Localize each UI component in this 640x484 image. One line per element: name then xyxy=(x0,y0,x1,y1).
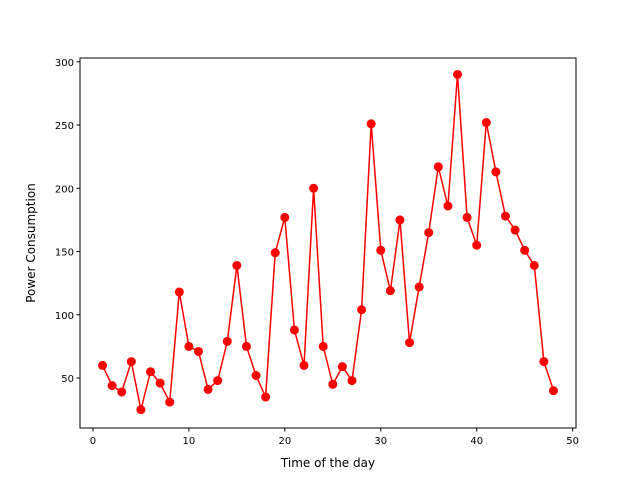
x-tick-label: 10 xyxy=(183,436,196,447)
data-point xyxy=(472,240,482,250)
data-point xyxy=(117,387,127,397)
axes-frame xyxy=(79,57,577,429)
data-point xyxy=(155,378,165,388)
x-tick-label: 0 xyxy=(90,436,96,447)
data-point xyxy=(395,215,405,225)
data-point xyxy=(500,211,510,221)
data-point xyxy=(318,341,328,351)
data-point xyxy=(107,381,117,391)
data-point xyxy=(213,376,223,386)
y-tick-label: 150 xyxy=(55,248,74,259)
data-point xyxy=(443,201,453,211)
data-point xyxy=(165,397,175,407)
data-point xyxy=(376,245,386,255)
y-tick-label: 300 xyxy=(55,58,74,69)
data-point xyxy=(366,119,376,129)
data-point xyxy=(529,260,539,270)
data-point xyxy=(548,386,558,396)
data-point xyxy=(184,341,194,351)
y-axis-label: Power Consumption xyxy=(24,183,38,303)
data-point xyxy=(433,162,443,172)
x-tick-label: 20 xyxy=(278,436,291,447)
data-point xyxy=(520,245,530,255)
data-point xyxy=(299,360,309,370)
data-point xyxy=(309,183,319,193)
data-point xyxy=(174,287,184,297)
data-point xyxy=(280,212,290,222)
data-point xyxy=(261,392,271,402)
data-point xyxy=(385,286,395,296)
data-point xyxy=(481,118,491,128)
data-point xyxy=(491,167,501,177)
data-point xyxy=(510,225,520,235)
data-point xyxy=(232,260,242,270)
data-point xyxy=(289,325,299,335)
data-point xyxy=(539,357,549,367)
data-point xyxy=(251,371,261,381)
data-point xyxy=(424,228,434,238)
data-point xyxy=(347,376,357,386)
x-tick-label: 30 xyxy=(374,436,387,447)
data-point xyxy=(357,305,367,315)
y-tick-label: 50 xyxy=(61,374,74,385)
data-point xyxy=(98,360,108,370)
data-point xyxy=(203,384,213,394)
data-point xyxy=(222,336,232,346)
data-point xyxy=(462,212,472,222)
data-point xyxy=(193,346,203,356)
y-tick-label: 200 xyxy=(55,184,74,195)
data-point xyxy=(241,341,251,351)
data-point xyxy=(328,379,338,389)
data-point xyxy=(337,362,347,372)
x-tick-label: 40 xyxy=(470,436,483,447)
data-point xyxy=(126,357,136,367)
data-point xyxy=(146,367,156,377)
x-tick-label: 50 xyxy=(566,436,579,447)
data-point xyxy=(270,248,280,258)
series-line xyxy=(101,74,555,410)
x-axis-label: Time of the day xyxy=(280,456,375,470)
data-point xyxy=(405,338,415,348)
data-point xyxy=(414,282,424,292)
y-tick-label: 100 xyxy=(55,311,74,322)
data-point xyxy=(453,69,463,79)
y-tick-label: 250 xyxy=(55,121,74,132)
data-point xyxy=(136,405,146,415)
